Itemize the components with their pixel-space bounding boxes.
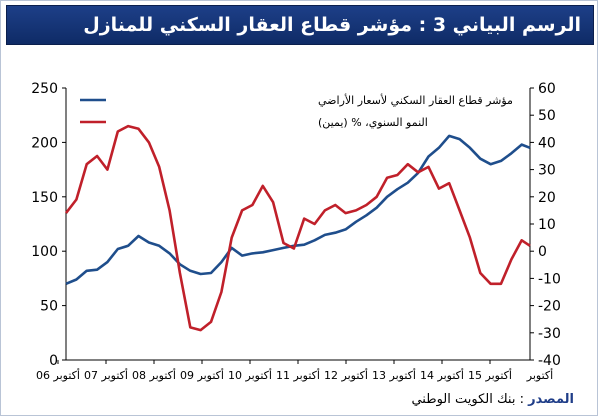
y-left-tick-label: 250 [31,81,58,97]
x-tick-label: أكتوبر 11 [276,368,320,382]
x-tick-label: أكتوبر 15 [468,368,512,382]
x-tick-label: أكتوبر 09 [180,368,224,382]
legend-label: النمو السنوي، % (يمين) [318,116,428,129]
x-tick-label: أكتوبر 10 [228,368,272,382]
y-right-tick-label: 20 [538,190,556,206]
y-left-tick-label: 200 [31,135,58,151]
y-right-tick-label: 30 [538,163,556,179]
x-tick-label: أكتوبر 14 [420,368,464,382]
y-right-tick-label: 50 [538,108,556,124]
x-tick-label: أكتوبر 13 [372,368,416,382]
x-tick-label: أكتوبر 07 [84,368,128,382]
y-right-tick-label: -40 [538,353,561,369]
legend-label: مؤشر قطاع العقار السكني لأسعار الأراضي [318,93,513,107]
y-left-tick-label: 150 [31,190,58,206]
x-tick-label: أكتوبر 08 [132,368,176,382]
x-tick-label: أكتوبر 06 [36,368,80,382]
y-left-tick-label: 50 [40,299,58,315]
y-left-tick-label: 0 [49,353,58,369]
chart-title: الرسم البياني 3 : مؤشر قطاع العقار السكن… [83,14,581,36]
y-right-tick-label: -10 [538,271,561,287]
series-line-index [65,134,531,286]
y-right-tick-label: -20 [538,299,561,315]
y-right-tick-label: -30 [538,326,561,342]
title-bar: الرسم البياني 3 : مؤشر قطاع العقار السكن… [6,5,594,45]
source-label: المصدر [528,392,574,407]
x-tick-label: أكتوبر 12 [324,368,368,382]
source-note: المصدر : بنك الكويت الوطني [411,392,574,407]
y-left-tick-label: 100 [31,244,58,260]
source-text: : بنك الكويت الوطني [411,392,524,407]
y-right-tick-label: 10 [538,217,556,233]
y-right-tick-label: 60 [538,81,556,97]
y-right-tick-label: 0 [538,244,547,260]
y-right-tick-label: 40 [538,135,556,151]
x-end-label: أكتوبر [526,368,553,382]
series-line-growth [64,124,531,332]
